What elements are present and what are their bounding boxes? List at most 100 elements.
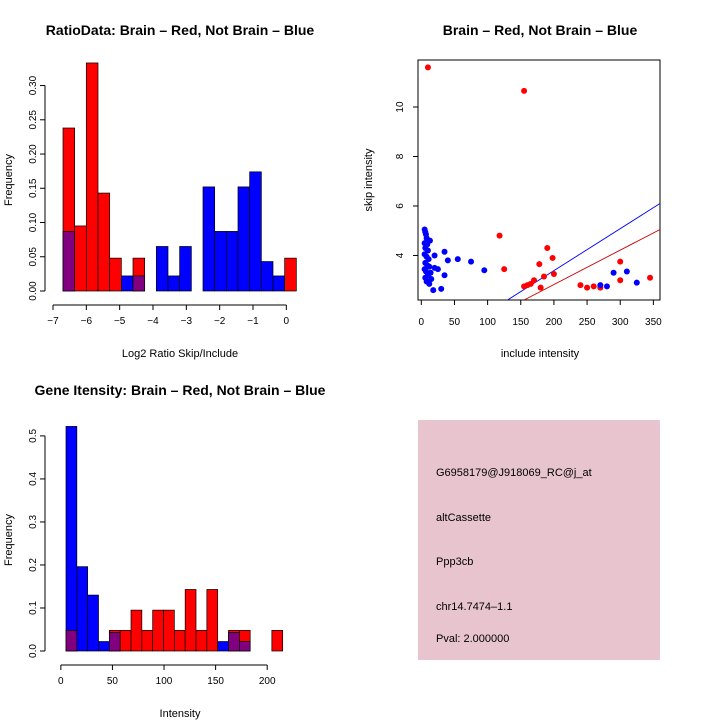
y-tick-label: 6 xyxy=(395,203,406,209)
not-brain-bar xyxy=(167,275,181,292)
x-tick-label: 50 xyxy=(449,317,461,328)
ratio-histogram-axes: −7 −6 −5 −4 −3 −2 −1 0 0.00 0.05 0.10 0.15 0.20 0.25 0… xyxy=(28,75,290,327)
brain-point xyxy=(544,245,551,252)
x-tick-label: 0 xyxy=(58,676,64,687)
not-brain-point xyxy=(441,248,448,255)
y-tick-label: 0.30 xyxy=(28,75,39,95)
not-brain-bar xyxy=(65,426,78,652)
y-tick-label: 4 xyxy=(395,252,406,258)
x-tick-label: 200 xyxy=(259,676,276,687)
brain-point xyxy=(617,277,624,284)
x-tick-label: −7 xyxy=(47,316,59,327)
not-brain-point xyxy=(441,272,448,279)
brain-bar xyxy=(206,589,219,652)
intensity-histogram-bars xyxy=(65,426,284,652)
not-brain-point xyxy=(438,285,445,292)
x-tick-label: 200 xyxy=(546,317,563,328)
not-brain-point xyxy=(430,287,437,294)
not-brain-point xyxy=(426,263,433,270)
brain-bar xyxy=(152,609,164,652)
not-brain-point xyxy=(454,256,461,263)
not-brain-point xyxy=(431,252,438,259)
y-tick-label: 0.3 xyxy=(28,515,39,529)
x-tick-label: −6 xyxy=(81,316,93,327)
not-brain-bar xyxy=(179,246,192,292)
not-brain-bar xyxy=(76,566,89,652)
brain-bar xyxy=(85,62,99,292)
scatter-xlabel: include intensity xyxy=(501,348,580,360)
brain-point xyxy=(521,87,528,94)
not-brain-point xyxy=(597,282,604,289)
brain-point xyxy=(584,284,591,291)
brain-bar xyxy=(195,630,208,652)
scatter-ylabel: skip intensity xyxy=(363,148,375,211)
intensity-histogram-ylabel: Frequency xyxy=(3,514,15,566)
brain-point xyxy=(501,266,508,273)
x-tick-label: 50 xyxy=(107,676,119,687)
fit-line xyxy=(523,229,660,300)
ratio-histogram-xlabel: Log2 Ratio Skip/Include xyxy=(122,348,238,360)
ratio-histogram-title: RatioData: Brain – Red, Not Brain – Blue xyxy=(46,22,315,38)
y-tick-label: 0.15 xyxy=(28,178,39,198)
x-tick-label: 300 xyxy=(612,317,629,328)
ratio-histogram-ylabel: Frequency xyxy=(3,154,15,206)
overlap-bar xyxy=(65,630,78,652)
info-pval: Pval: 2.000000 xyxy=(436,633,509,645)
brain-bar xyxy=(109,257,122,292)
y-tick-label: 0.1 xyxy=(28,601,39,615)
y-tick-label: 0.0 xyxy=(28,644,39,658)
x-tick-label: 100 xyxy=(479,317,496,328)
intensity-histogram-axes: 0 50 100 150 200 0.0 0.1 0.2 0.3 0.4 0.5 xyxy=(28,429,276,687)
not-brain-point xyxy=(603,283,610,290)
not-brain-bar xyxy=(272,275,286,292)
y-tick-label: 0.20 xyxy=(28,144,39,164)
overlap-bar xyxy=(238,641,251,652)
x-tick-label: −3 xyxy=(181,316,193,327)
info-panel-background xyxy=(418,420,660,660)
info-location: chr14.7474–1.1 xyxy=(436,601,512,613)
brain-bar xyxy=(97,192,111,292)
y-tick-label: 0.00 xyxy=(28,281,39,301)
not-brain-point xyxy=(434,266,441,273)
y-tick-label: 0.05 xyxy=(28,247,39,267)
brain-point xyxy=(590,283,597,290)
scatter-plot-box xyxy=(417,59,661,301)
y-tick-label: 0.4 xyxy=(28,472,39,486)
y-tick-label: 0.25 xyxy=(28,110,39,130)
brain-point xyxy=(537,284,544,291)
brain-bar xyxy=(130,609,143,652)
brain-bar xyxy=(271,630,284,652)
brain-bar xyxy=(184,589,197,652)
overlap-bar xyxy=(228,632,240,652)
not-brain-bar xyxy=(120,275,134,292)
y-tick-label: 0.5 xyxy=(28,429,39,443)
y-tick-label: 0.10 xyxy=(28,212,39,232)
y-tick-label: 10 xyxy=(395,101,406,113)
x-tick-label: 100 xyxy=(156,676,173,687)
not-brain-point xyxy=(623,268,630,275)
brain-point xyxy=(577,282,584,289)
scatter-title: Brain – Red, Not Brain – Blue xyxy=(443,22,638,38)
intensity-histogram-title: Gene Itensity: Brain – Red, Not Brain – … xyxy=(35,382,326,398)
info-gene: Ppp3cb xyxy=(436,556,473,568)
brain-point xyxy=(536,261,543,268)
overlap-bar xyxy=(108,632,121,652)
brain-point xyxy=(549,254,556,261)
scatter-points xyxy=(421,64,654,294)
brain-bar xyxy=(141,630,154,652)
brain-point xyxy=(540,273,547,280)
brain-point xyxy=(496,232,503,239)
ratio-histogram-bars xyxy=(62,62,297,292)
brain-point xyxy=(424,64,431,71)
brain-bar xyxy=(74,225,87,292)
brain-point xyxy=(550,271,557,278)
not-brain-point xyxy=(426,280,433,287)
x-tick-label: 0 xyxy=(419,317,425,328)
not-brain-point xyxy=(468,258,475,265)
brain-point xyxy=(617,258,624,265)
x-tick-label: 350 xyxy=(645,317,662,328)
not-brain-bar xyxy=(260,261,274,292)
brain-bar xyxy=(173,630,186,652)
not-brain-bar xyxy=(87,594,99,652)
x-tick-label: −2 xyxy=(214,316,226,327)
